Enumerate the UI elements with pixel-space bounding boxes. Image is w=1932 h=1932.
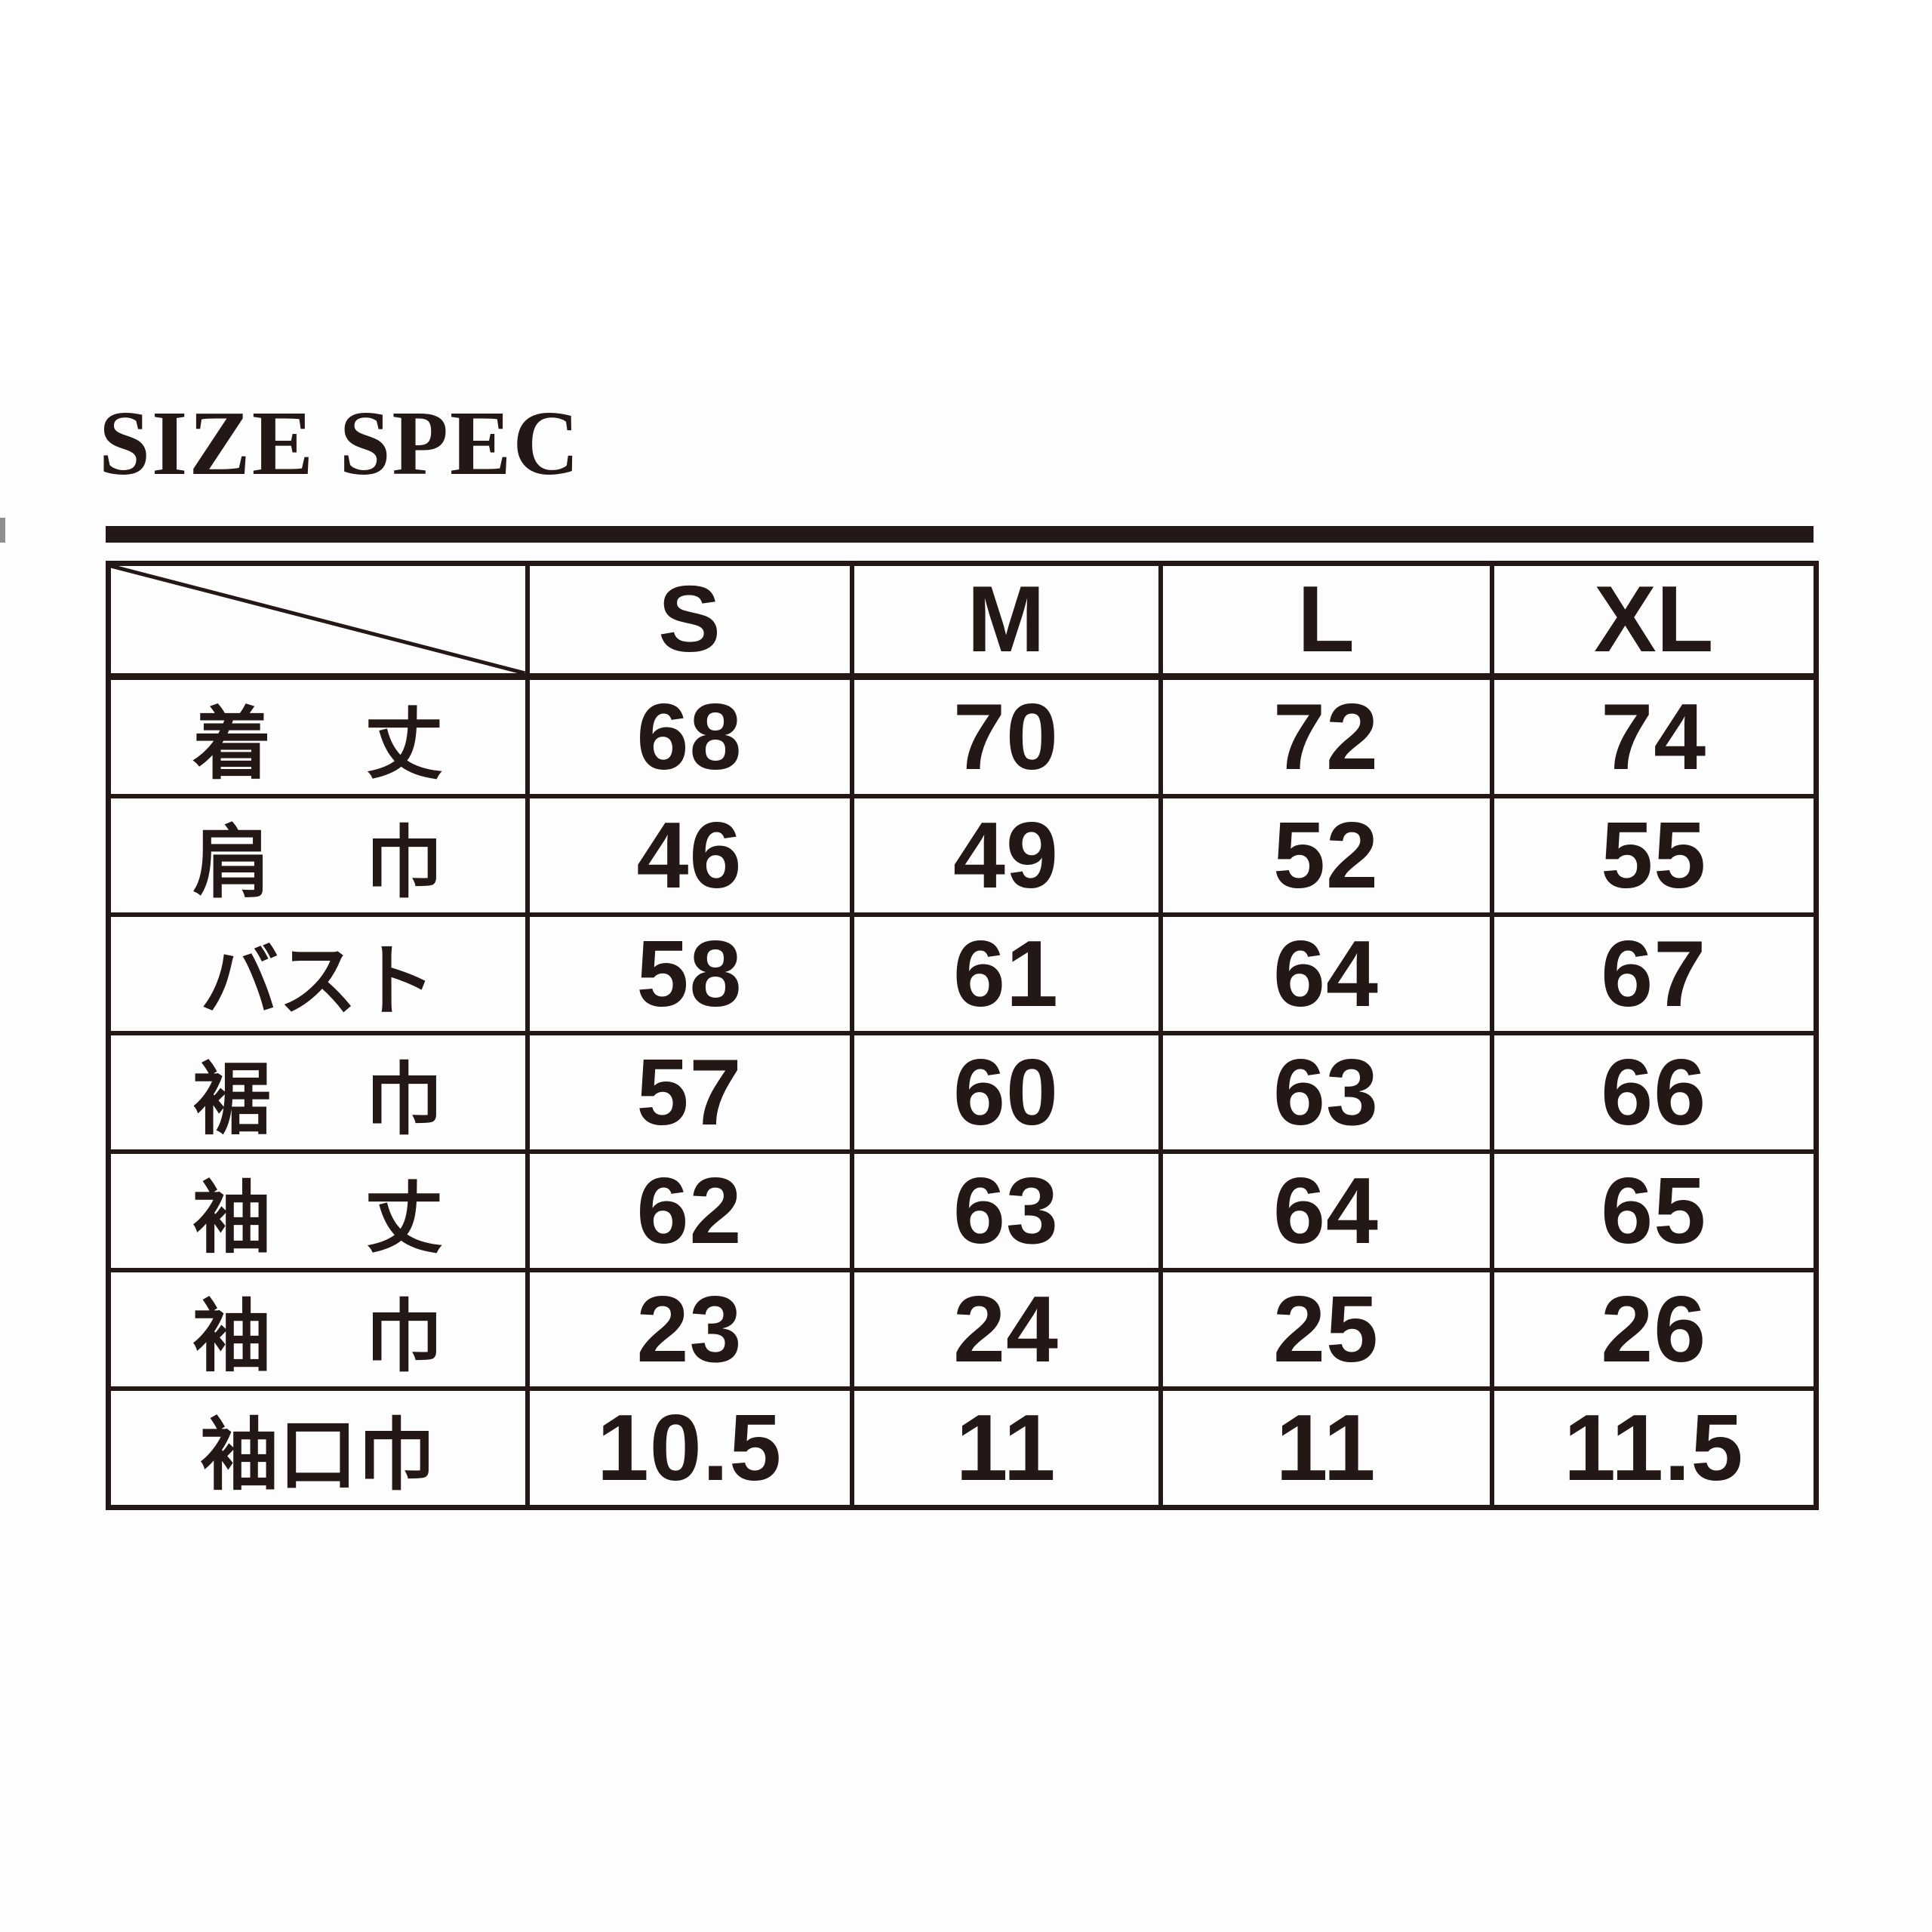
page-title: SIZE SPEC xyxy=(99,392,581,494)
label-char: 巾 xyxy=(365,1057,444,1144)
header-row: S M L XL xyxy=(106,561,1819,680)
label-char: 丈 xyxy=(365,1175,444,1263)
size-value: 49 xyxy=(849,794,1163,917)
table-row: 着丈 68 70 72 74 xyxy=(106,674,1819,798)
size-value: 63 xyxy=(849,1149,1163,1272)
table-row: 肩巾 46 49 52 55 xyxy=(106,794,1819,917)
size-value: 25 xyxy=(1158,1268,1494,1391)
column-header: S xyxy=(525,561,854,680)
row-label: 袖口巾 xyxy=(106,1386,530,1510)
row-label-text: 肩巾 xyxy=(192,801,444,910)
size-value: 57 xyxy=(525,1031,854,1154)
label-char: ト xyxy=(357,938,436,1026)
row-label-text: 袖丈 xyxy=(192,1156,444,1266)
diagonal-line-icon xyxy=(111,566,525,673)
row-label: 裾巾 xyxy=(106,1031,530,1154)
size-value: 24 xyxy=(849,1268,1163,1391)
label-char: 巾 xyxy=(365,820,444,907)
size-value: 68 xyxy=(525,674,854,798)
row-label: 袖巾 xyxy=(106,1268,530,1391)
size-value: 65 xyxy=(1489,1149,1819,1272)
scan-artifact xyxy=(0,518,5,543)
table-row: 袖巾 23 24 25 26 xyxy=(106,1268,1819,1391)
row-label-text: 袖口巾 xyxy=(192,1393,443,1503)
row-label-text: 着丈 xyxy=(192,681,444,792)
size-value: 70 xyxy=(849,674,1163,798)
table-row: 裾巾 57 60 63 66 xyxy=(106,1031,1819,1154)
size-value: 52 xyxy=(1158,794,1494,917)
table-body: 着丈 68 70 72 74 肩巾 46 49 52 55 バスト 58 61 64 67 裾巾 … xyxy=(106,674,1819,1510)
label-char: 肩 xyxy=(192,820,272,907)
size-value: 66 xyxy=(1489,1031,1819,1154)
row-label: バスト xyxy=(106,912,530,1035)
title-rule-bar xyxy=(106,526,1814,543)
label-char: 丈 xyxy=(365,701,444,789)
table-row: バスト 58 61 64 67 xyxy=(106,912,1819,1035)
size-value: 46 xyxy=(525,794,854,917)
table-row: 袖丈 62 63 64 65 xyxy=(106,1149,1819,1272)
label-char: 着 xyxy=(192,701,272,789)
size-value: 11 xyxy=(849,1386,1163,1510)
size-value: 55 xyxy=(1489,794,1819,917)
label-char: 口 xyxy=(278,1412,358,1500)
label-char: 巾 xyxy=(357,1412,436,1500)
row-label: 肩巾 xyxy=(106,794,530,917)
size-value: 74 xyxy=(1489,674,1819,798)
column-header: XL xyxy=(1489,561,1819,680)
size-value: 64 xyxy=(1158,912,1494,1035)
label-char: バ xyxy=(200,938,279,1026)
size-value: 61 xyxy=(849,912,1163,1035)
size-value: 62 xyxy=(525,1149,854,1272)
column-header: L xyxy=(1158,561,1494,680)
row-label-text: 袖巾 xyxy=(192,1275,444,1384)
label-char: 袖 xyxy=(192,1175,272,1263)
size-value: 26 xyxy=(1489,1268,1819,1391)
size-value: 67 xyxy=(1489,912,1819,1035)
table-row: 袖口巾 10.5 11 11 11.5 xyxy=(106,1386,1819,1510)
size-value: 23 xyxy=(525,1268,854,1391)
size-value: 58 xyxy=(525,912,854,1035)
size-value: 11 xyxy=(1158,1386,1494,1510)
size-value: 11.5 xyxy=(1489,1386,1819,1510)
column-header: M xyxy=(849,561,1163,680)
size-value: 63 xyxy=(1158,1031,1494,1154)
row-label-text: バスト xyxy=(192,919,443,1029)
row-label: 袖丈 xyxy=(106,1149,530,1272)
label-char: 裾 xyxy=(192,1057,272,1144)
size-spec-table: S M L XL 着丈 68 70 72 74 肩巾 46 49 52 55 バスト 58 61 64… xyxy=(106,561,1819,1510)
label-char: 巾 xyxy=(365,1294,444,1381)
size-value: 72 xyxy=(1158,674,1494,798)
row-label: 着丈 xyxy=(106,674,530,798)
size-value: 64 xyxy=(1158,1149,1494,1272)
size-value: 60 xyxy=(849,1031,1163,1154)
label-char: 袖 xyxy=(192,1294,272,1381)
row-label-text: 裾巾 xyxy=(192,1038,444,1147)
label-char: ス xyxy=(278,938,358,1026)
size-value: 10.5 xyxy=(525,1386,854,1510)
corner-cell xyxy=(106,561,530,680)
label-char: 袖 xyxy=(200,1412,279,1500)
